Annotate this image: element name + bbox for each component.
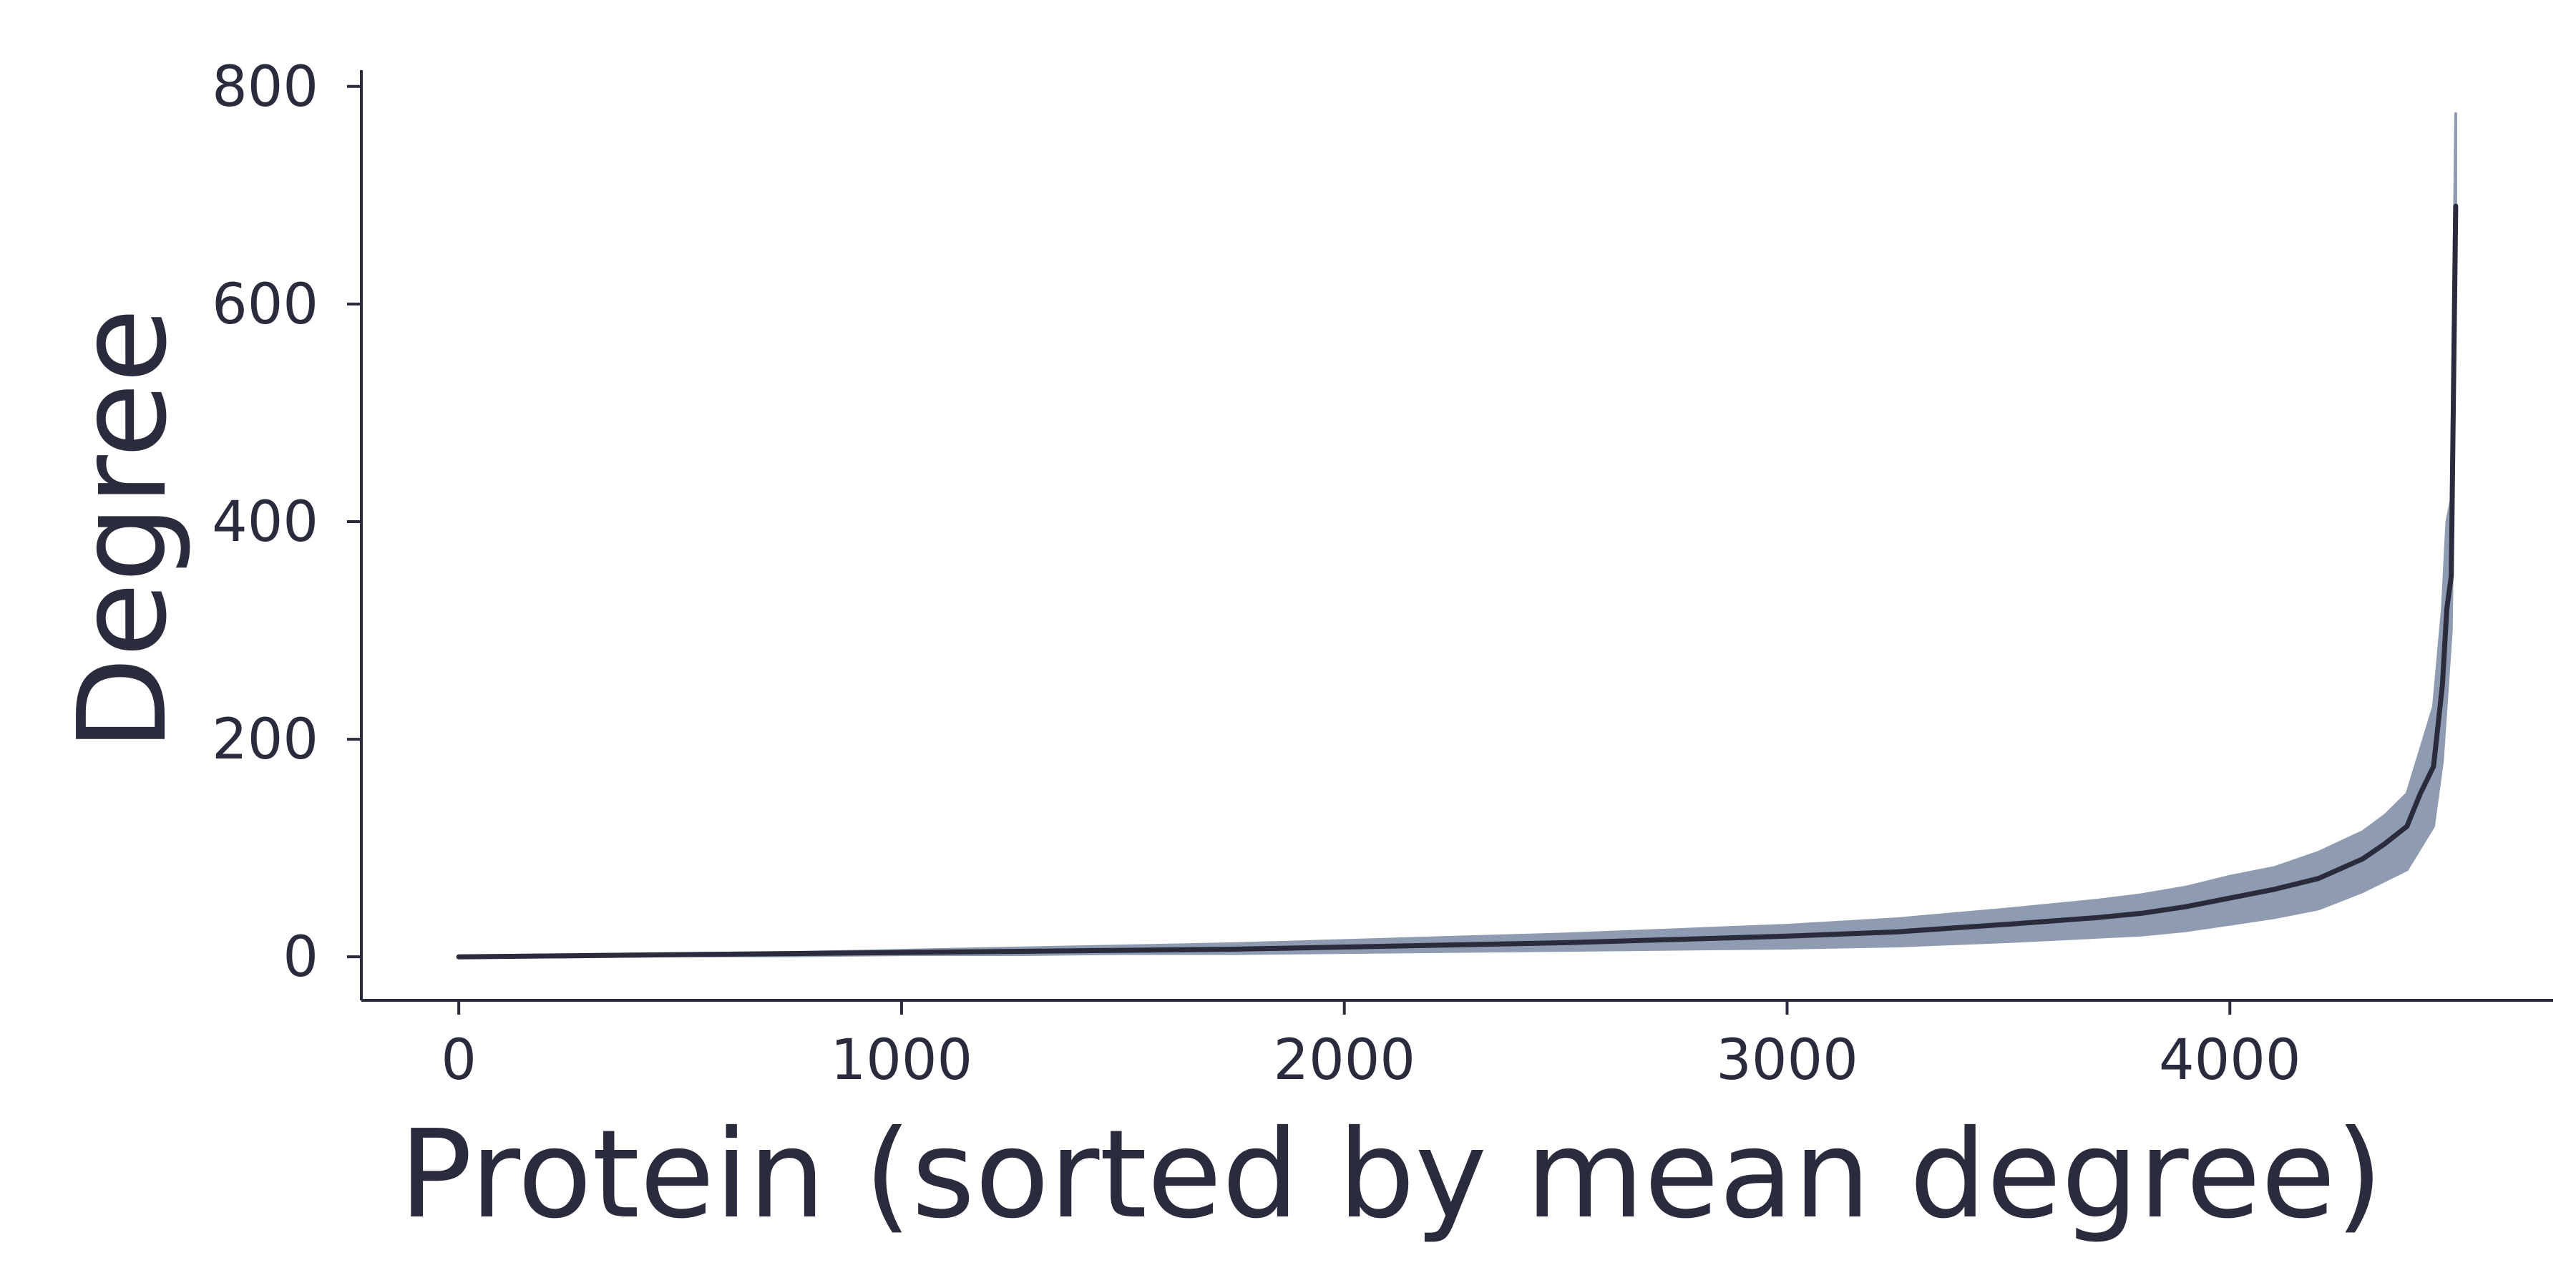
y-tick-label: 600 bbox=[212, 273, 318, 337]
y-tick-label: 0 bbox=[283, 925, 318, 990]
x-ticks: 0 1000 2000 3000 4000 bbox=[441, 1000, 2301, 1093]
x-axis-label: Protein (sorted by mean degree) bbox=[399, 1104, 2384, 1246]
band-layer bbox=[457, 112, 2457, 959]
mean-degree-line bbox=[456, 203, 2459, 960]
y-axis-label: Degree bbox=[52, 308, 194, 751]
y-tick-label: 800 bbox=[212, 55, 318, 119]
y-tick-label: 400 bbox=[212, 490, 318, 555]
y-ticks: 0 200 400 600 800 bbox=[212, 55, 361, 990]
x-tick-label: 2000 bbox=[1273, 1028, 1415, 1093]
x-tick-label: 3000 bbox=[1716, 1028, 1858, 1093]
axis-layer bbox=[360, 70, 2553, 1002]
x-tick-label: 4000 bbox=[2159, 1028, 2301, 1093]
range-band bbox=[457, 112, 2457, 959]
y-tick-label: 200 bbox=[212, 708, 318, 772]
x-tick-label: 1000 bbox=[831, 1028, 973, 1093]
x-tick-label: 0 bbox=[441, 1028, 477, 1093]
line-layer bbox=[456, 203, 2459, 960]
